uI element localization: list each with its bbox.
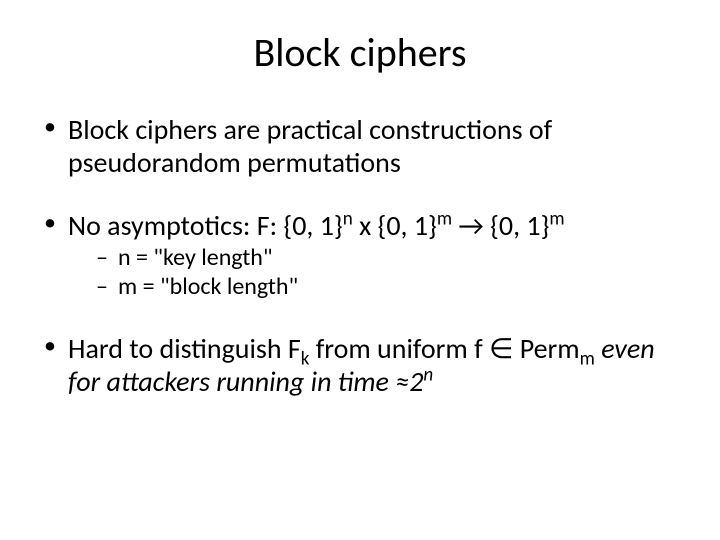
- bullet-3-base: 2: [409, 364, 423, 399]
- slide-title: Block ciphers: [40, 28, 680, 77]
- slide: Block ciphers Block ciphers are practica…: [0, 0, 720, 540]
- bullet-3-p1: Hard to distinguish F: [68, 331, 301, 366]
- bullet-2-sublist: n = "key length" m = "block length": [68, 244, 680, 302]
- bullet-2-sub-1-text: n = "key length": [118, 243, 273, 272]
- approx-icon: ≈: [395, 364, 409, 399]
- bullet-3-sub-m: m: [580, 347, 595, 370]
- bullet-3: Hard to distinguish Fk from uniform f ∈ …: [40, 332, 680, 398]
- bullet-2-sub-2: m = "block length": [96, 273, 680, 302]
- bullet-3-exp-n: n: [423, 363, 433, 386]
- bullet-2-prefix: No asymptotics: F: {0, 1}: [68, 208, 343, 243]
- bullet-2-mid1: x {0, 1}: [353, 208, 437, 243]
- bullet-3-p3: Perm: [513, 331, 579, 366]
- bullet-2-sub-2-text: m = "block length": [118, 272, 298, 301]
- bullet-1: Block ciphers are practical construction…: [40, 113, 680, 179]
- bullet-2-exp-m2: m: [549, 208, 564, 231]
- arrow-icon: →: [452, 208, 490, 243]
- bullet-1-text: Block ciphers are practical construction…: [68, 112, 552, 180]
- bullet-3-p2: from uniform f: [309, 331, 489, 366]
- bullet-2: No asymptotics: F: {0, 1}n x {0, 1}m → {…: [40, 209, 680, 302]
- bullet-list: Block ciphers are practical construction…: [40, 113, 680, 398]
- element-of-icon: ∈: [489, 331, 513, 366]
- bullet-2-mid2: {0, 1}: [490, 208, 549, 243]
- bullet-2-exp-n: n: [343, 208, 353, 231]
- bullet-2-exp-m1: m: [437, 208, 452, 231]
- bullet-2-sub-1: n = "key length": [96, 244, 680, 273]
